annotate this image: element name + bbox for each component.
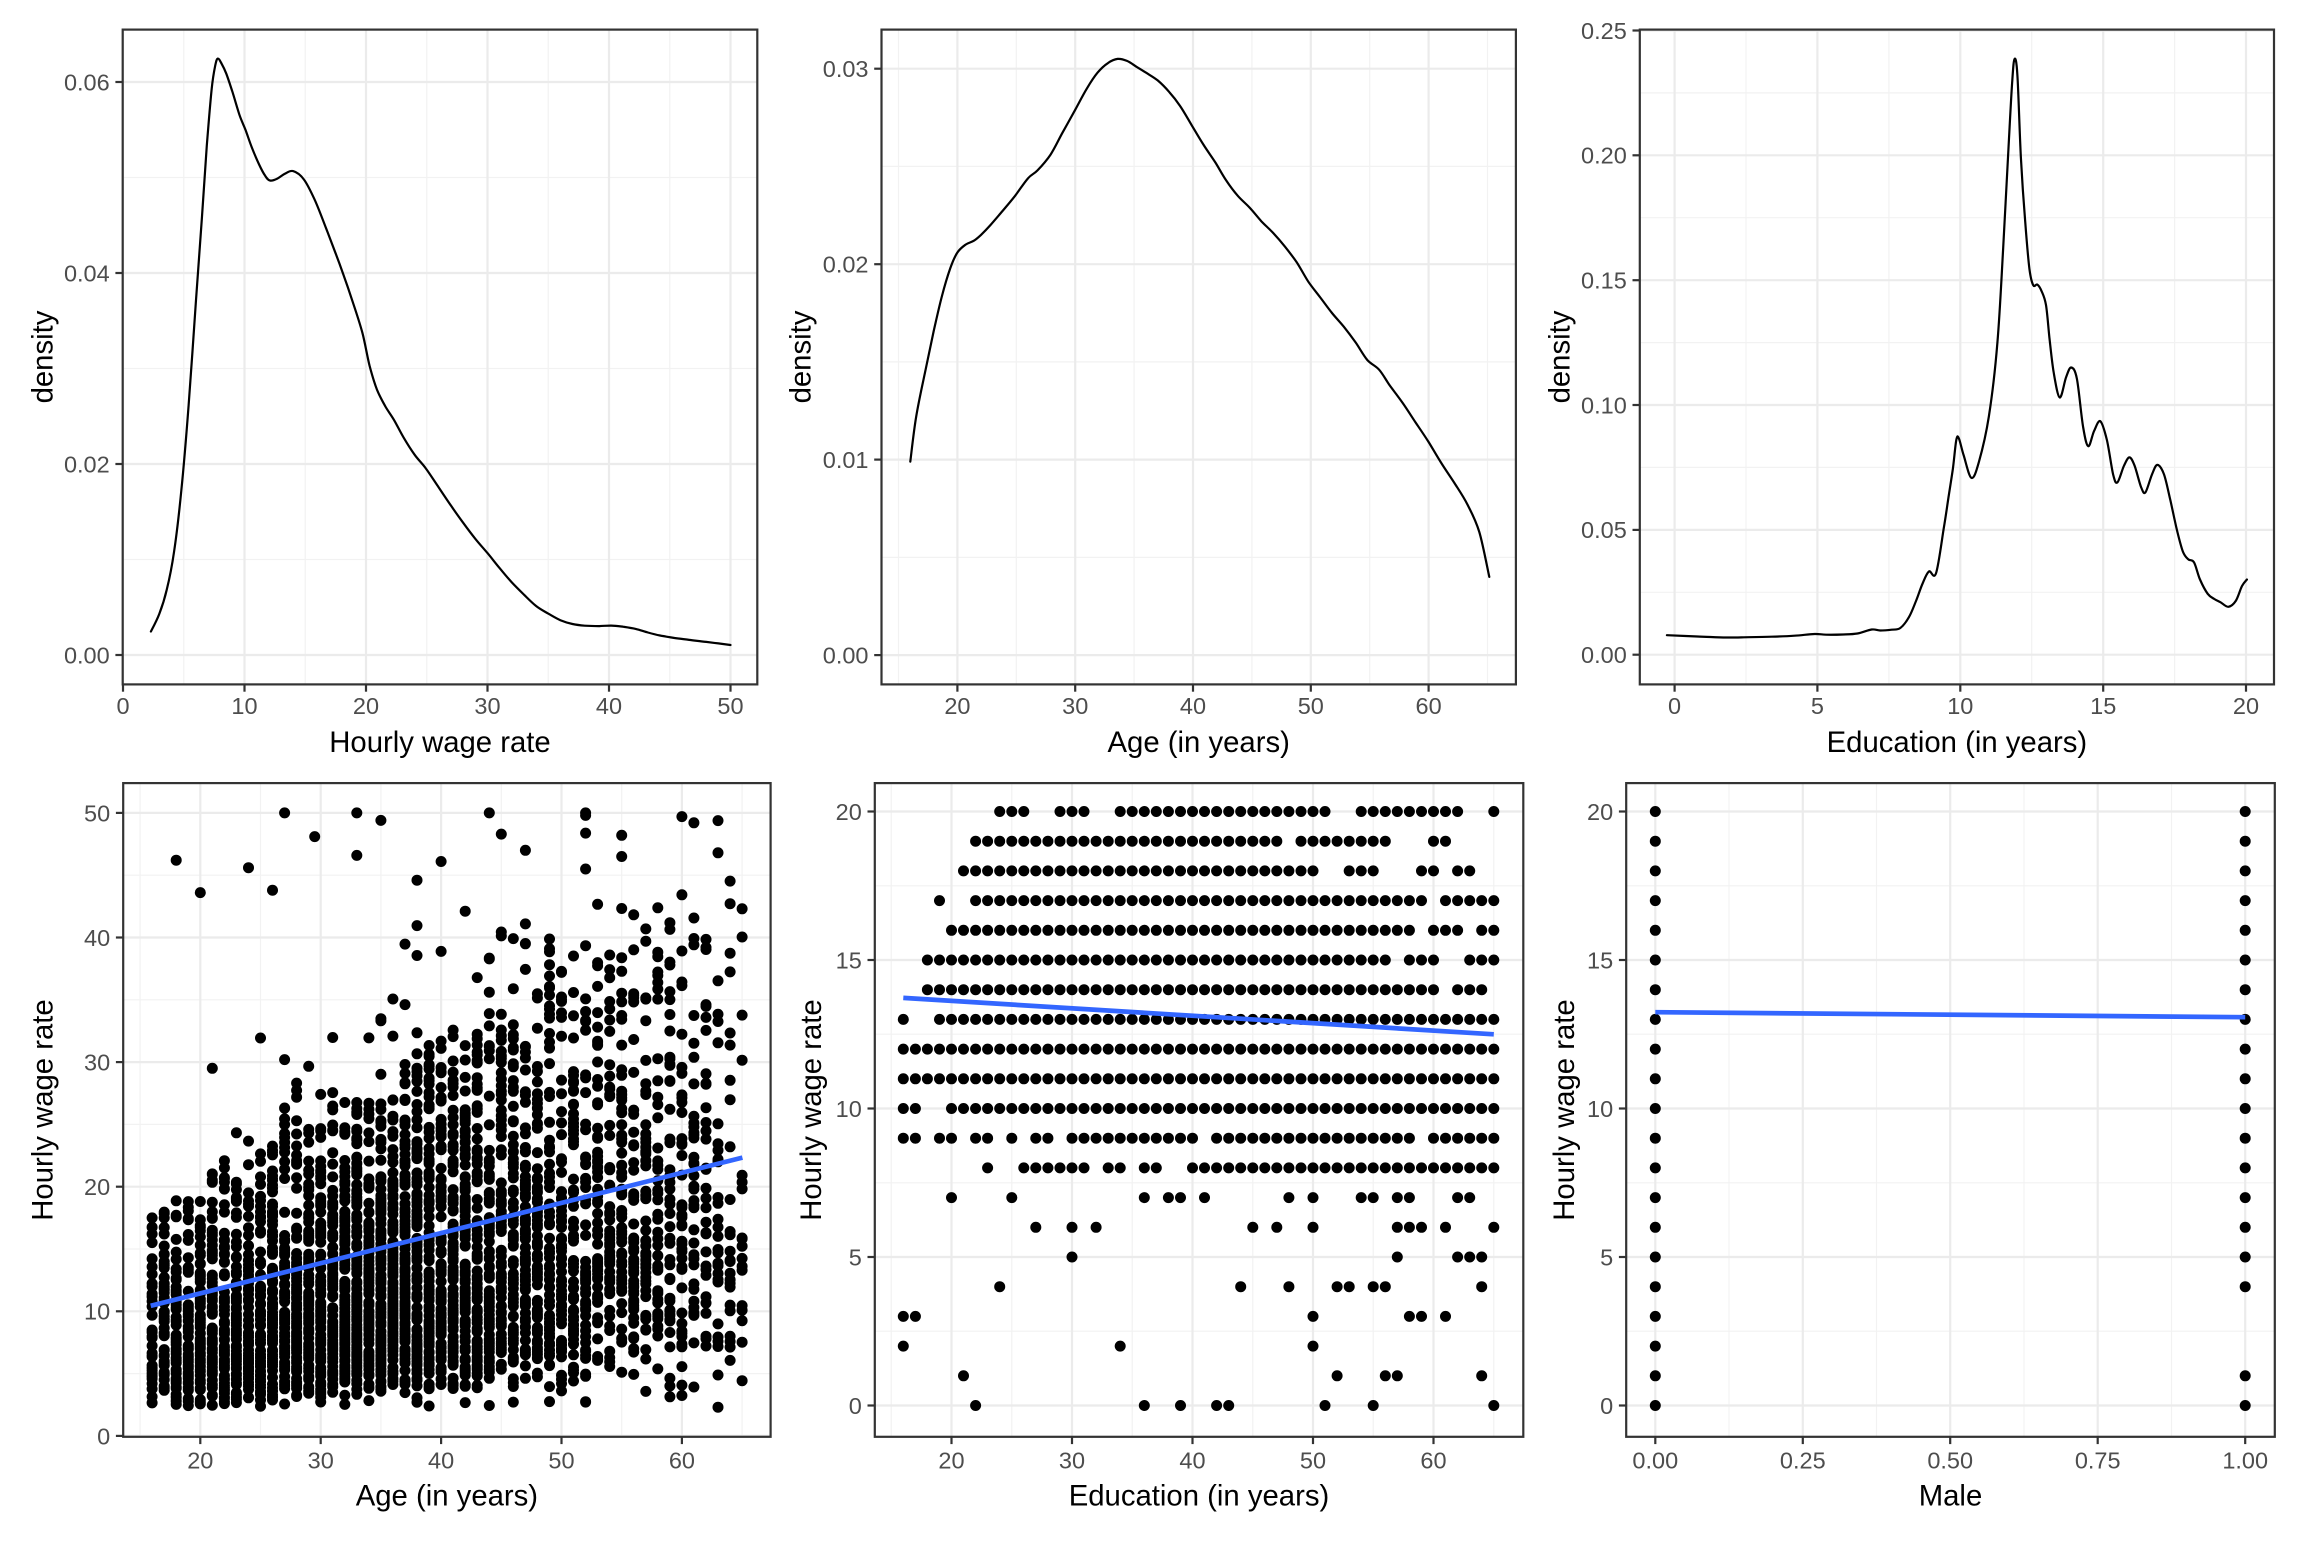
svg-text:30: 30 [308, 1447, 334, 1473]
svg-text:40: 40 [428, 1447, 454, 1473]
svg-text:10: 10 [836, 1096, 862, 1122]
svg-text:1.00: 1.00 [2222, 1447, 2268, 1473]
svg-text:0.00: 0.00 [1632, 1447, 1678, 1473]
svg-text:50: 50 [1298, 693, 1324, 719]
svg-text:density: density [1544, 310, 1577, 403]
svg-text:40: 40 [1179, 1447, 1205, 1473]
svg-text:0.02: 0.02 [823, 252, 869, 278]
svg-text:10: 10 [84, 1299, 110, 1325]
svg-text:15: 15 [836, 947, 862, 973]
svg-text:0: 0 [97, 1423, 110, 1449]
svg-text:Education (in years): Education (in years) [1069, 1480, 1330, 1513]
svg-text:50: 50 [84, 800, 110, 826]
svg-text:Hourly wage rate: Hourly wage rate [795, 999, 828, 1220]
svg-text:30: 30 [1059, 1447, 1085, 1473]
svg-text:5: 5 [1600, 1244, 1613, 1270]
svg-text:0.03: 0.03 [823, 56, 869, 82]
svg-text:15: 15 [2090, 693, 2116, 719]
svg-text:0.00: 0.00 [823, 643, 869, 669]
svg-text:0.20: 0.20 [1581, 143, 1627, 169]
svg-text:50: 50 [548, 1447, 574, 1473]
svg-text:0.01: 0.01 [823, 447, 869, 473]
svg-text:20: 20 [938, 1447, 964, 1473]
svg-text:0.75: 0.75 [2075, 1447, 2121, 1473]
svg-text:0.15: 0.15 [1581, 268, 1627, 294]
svg-text:20: 20 [1587, 799, 1613, 825]
svg-text:50: 50 [717, 693, 743, 719]
svg-text:0.50: 0.50 [1927, 1447, 1973, 1473]
svg-text:60: 60 [1420, 1447, 1446, 1473]
svg-text:15: 15 [1587, 947, 1613, 973]
svg-text:30: 30 [474, 693, 500, 719]
svg-text:20: 20 [2233, 693, 2259, 719]
svg-text:5: 5 [849, 1244, 862, 1270]
svg-text:0.02: 0.02 [64, 451, 110, 477]
svg-text:20: 20 [944, 693, 970, 719]
svg-text:20: 20 [84, 1174, 110, 1200]
svg-text:60: 60 [669, 1447, 695, 1473]
svg-text:0.10: 0.10 [1581, 392, 1627, 418]
svg-text:Male: Male [1919, 1480, 1983, 1513]
svg-text:0: 0 [849, 1393, 862, 1419]
svg-text:40: 40 [596, 693, 622, 719]
svg-text:40: 40 [84, 925, 110, 951]
svg-text:Hourly wage rate: Hourly wage rate [329, 726, 550, 759]
svg-text:0.06: 0.06 [64, 69, 110, 95]
svg-text:10: 10 [1947, 693, 1973, 719]
svg-text:Education (in years): Education (in years) [1827, 726, 2088, 759]
svg-text:0.00: 0.00 [64, 642, 110, 668]
svg-text:density: density [785, 310, 818, 403]
svg-text:Hourly wage rate: Hourly wage rate [1548, 999, 1581, 1220]
svg-text:20: 20 [187, 1447, 213, 1473]
svg-text:0.25: 0.25 [1581, 18, 1627, 44]
svg-text:Age (in years): Age (in years) [356, 1480, 538, 1513]
svg-text:density: density [27, 310, 60, 403]
svg-text:Age (in years): Age (in years) [1108, 726, 1290, 759]
svg-text:0.05: 0.05 [1581, 517, 1627, 543]
svg-text:0.04: 0.04 [64, 260, 110, 286]
svg-text:0: 0 [1600, 1393, 1613, 1419]
svg-text:0.00: 0.00 [1581, 642, 1627, 668]
svg-text:10: 10 [1587, 1096, 1613, 1122]
svg-text:20: 20 [353, 693, 379, 719]
svg-text:0: 0 [1668, 693, 1681, 719]
svg-text:0: 0 [116, 693, 129, 719]
svg-text:10: 10 [231, 693, 257, 719]
svg-text:5: 5 [1811, 693, 1824, 719]
svg-text:40: 40 [1180, 693, 1206, 719]
svg-text:50: 50 [1300, 1447, 1326, 1473]
svg-text:30: 30 [1062, 693, 1088, 719]
svg-text:60: 60 [1416, 693, 1442, 719]
svg-text:30: 30 [84, 1050, 110, 1076]
svg-text:Hourly wage rate: Hourly wage rate [26, 999, 59, 1220]
svg-text:0.25: 0.25 [1780, 1447, 1826, 1473]
svg-text:20: 20 [836, 799, 862, 825]
